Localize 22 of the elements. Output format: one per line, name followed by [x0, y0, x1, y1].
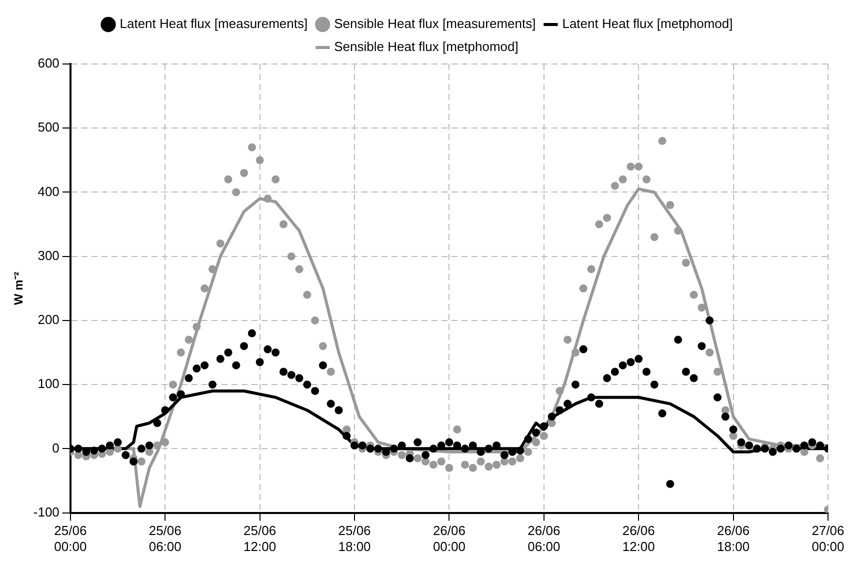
x-tick-label: 27/06 00:00: [812, 523, 844, 554]
legend-label: Sensible Heat flux [measurements]: [334, 16, 536, 32]
x-tick-label: 25/06 18:00: [338, 523, 371, 554]
y-tick-label: 500: [38, 120, 60, 135]
x-tick-label: 26/06 00:00: [432, 523, 466, 554]
x-tick-label: 26/06 06:00: [528, 523, 560, 554]
y-axis-title: W m⁻²: [12, 272, 26, 306]
legend-label: Latent Heat flux [measurements]: [120, 16, 308, 32]
x-tick-label: 25/06 12:00: [244, 523, 276, 554]
y-tick-label: 300: [38, 248, 60, 263]
x-tick-label: 26/06 12:00: [622, 523, 655, 554]
y-tick-label: 600: [38, 56, 60, 71]
y-tick-label: 400: [38, 184, 60, 199]
y-tick-label: 200: [38, 312, 60, 328]
legend-label: Latent Heat flux [metphomod]: [562, 16, 733, 32]
x-tick-label: 25/06 00:00: [54, 523, 87, 554]
legend-label: Sensible Heat flux [metphomod]: [334, 39, 518, 54]
y-tick-label: 0: [52, 440, 60, 456]
x-tick-label: 25/06 06:00: [148, 523, 182, 554]
y-tick-label: -100: [33, 504, 60, 520]
x-tick-label: 26/06 18:00: [717, 523, 750, 554]
y-tick-label: 100: [38, 376, 60, 392]
